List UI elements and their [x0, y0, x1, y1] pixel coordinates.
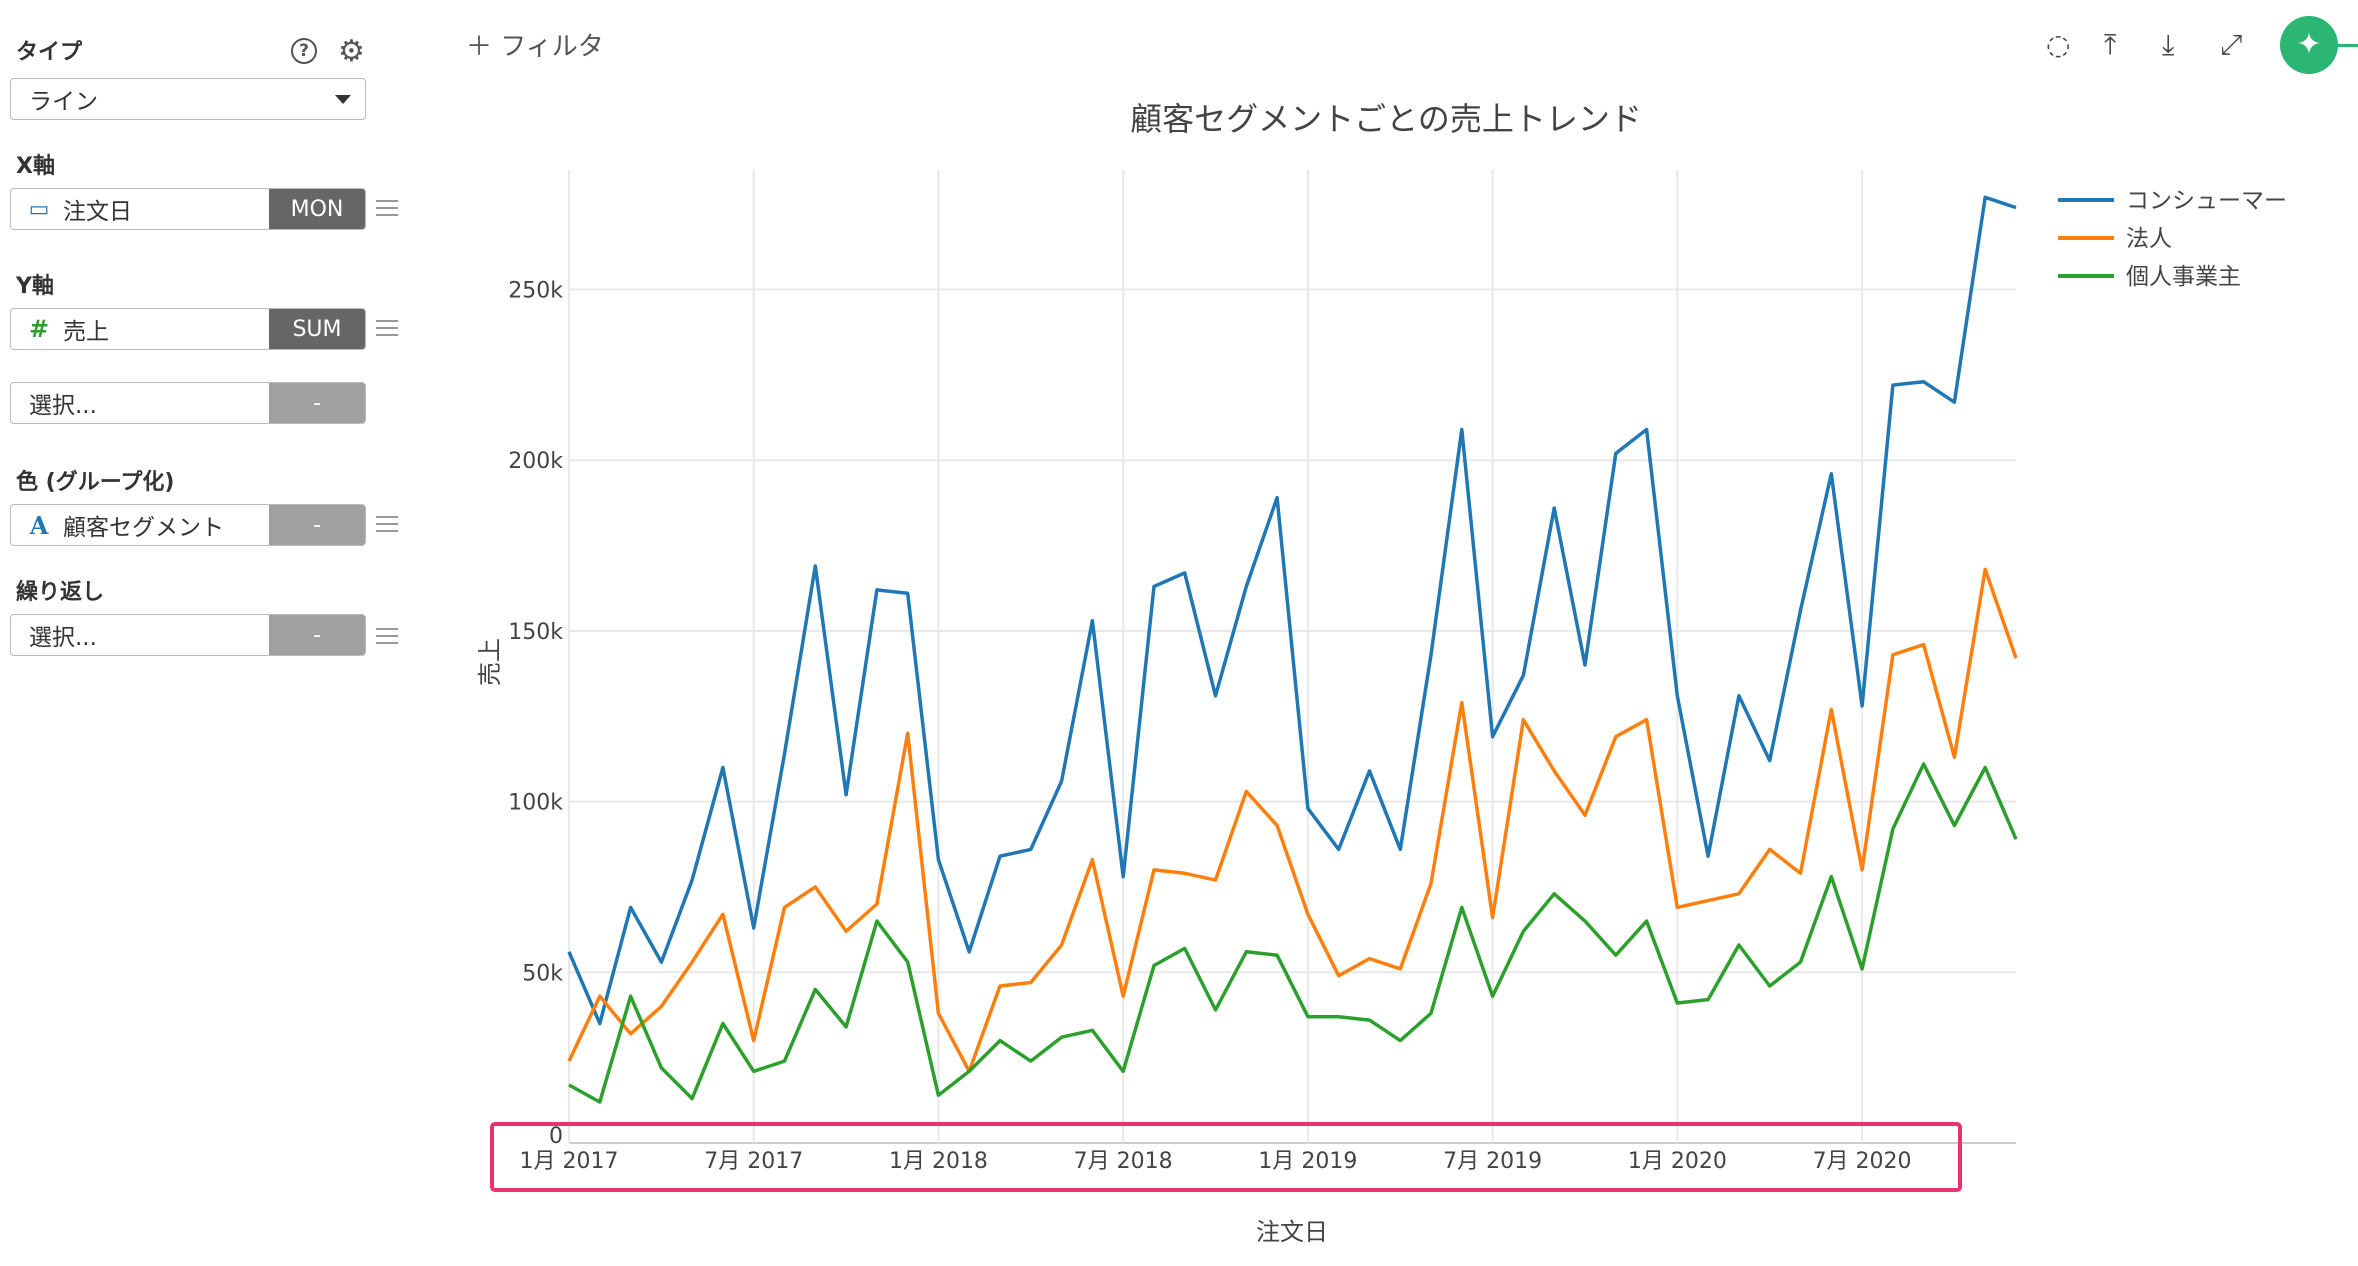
y-axis-field-name: 売上 — [63, 319, 109, 345]
x-axis-menu-icon[interactable] — [376, 200, 398, 221]
color-group-label: 色 (グループ化) — [16, 470, 175, 495]
series-line — [567, 567, 2018, 1074]
color-group-field-name: 顧客セグメント — [63, 515, 224, 541]
legend-item: 法人 — [2126, 226, 2172, 252]
y-tick-label: 0 — [549, 1124, 563, 1149]
series-line — [568, 762, 2018, 1104]
y-axis-aggregation-button[interactable]: SUM — [269, 309, 365, 349]
sidebar: タイプ ? ⚙ ライン X軸 ▭ 注文日 MON Y軸 # 売上 SUM 選択.… — [0, 0, 400, 1266]
y-axis-label: Y軸 — [16, 274, 54, 299]
x-axis-field-name: 注文日 — [63, 199, 132, 225]
add-filter-button[interactable]: ＋ フィルタ — [466, 26, 604, 63]
hash-icon: # — [28, 315, 50, 343]
repeat-menu-icon[interactable] — [376, 628, 398, 649]
y2-axis-field-name: 選択... — [29, 393, 97, 419]
x-axis-label: X軸 — [16, 154, 55, 179]
x-tick-label: 7月 2020 — [1813, 1149, 1912, 1174]
x-tick-label: 1月 2017 — [520, 1149, 619, 1174]
legend-item: 個人事業主 — [2126, 264, 2241, 290]
y2-axis-field[interactable]: 選択... - — [10, 382, 366, 424]
x-tick-label: 7月 2019 — [1443, 1149, 1542, 1174]
x-tick-label: 7月 2017 — [704, 1149, 803, 1174]
expand-icon[interactable]: ⤢ — [2220, 28, 2243, 61]
x-tick-label: 7月 2018 — [1074, 1149, 1173, 1174]
download-icon[interactable]: ⤓ — [2162, 28, 2175, 61]
plus-icon: ＋ — [466, 32, 493, 62]
x-axis-highlight-box — [490, 1122, 1962, 1192]
y2-axis-aggregation-button[interactable]: - — [269, 383, 365, 423]
y-tick-label: 150k — [508, 620, 563, 645]
color-group-menu-icon[interactable] — [376, 516, 398, 537]
calendar-icon: ▭ — [28, 196, 50, 222]
chart-title: 顧客セグメントごとの売上トレンド — [1130, 100, 1642, 138]
y-tick-label: 50k — [522, 961, 563, 986]
gear-icon[interactable]: ⚙ — [338, 34, 365, 69]
y-tick-label: 200k — [508, 449, 563, 474]
y-axis-field[interactable]: # 売上 SUM — [10, 308, 366, 350]
help-icon[interactable]: ? — [291, 38, 317, 64]
type-label: タイプ — [16, 40, 83, 65]
grid — [568, 170, 2016, 1144]
color-group-field[interactable]: A 顧客セグメント - — [10, 504, 366, 546]
x-axis-aggregation-button[interactable]: MON — [269, 189, 365, 229]
y-axis-menu-icon[interactable] — [376, 320, 398, 341]
series-line — [567, 195, 2017, 1026]
y-axis-ticks: 0 50k 100k 150k 200k 250k — [508, 278, 563, 1149]
x-axis-ticks: 1月 2017 7月 2017 1月 2018 7月 2018 1月 2019 7月 20… — [520, 1149, 1912, 1174]
y-axis-title: 売上 — [476, 638, 504, 686]
x-axis-title: 注文日 — [1256, 1218, 1328, 1246]
x-tick-label: 1月 2019 — [1258, 1149, 1357, 1174]
filter-label: フィルタ — [500, 32, 604, 62]
x-tick-label: 1月 2018 — [889, 1149, 988, 1174]
x-tick-label: 1月 2020 — [1628, 1149, 1727, 1174]
pin-icon[interactable]: ✦ — [2280, 16, 2338, 74]
y-tick-label: 250k — [508, 278, 563, 303]
chevron-down-icon — [335, 94, 351, 104]
color-group-aggregation-button[interactable]: - — [269, 505, 365, 545]
text-icon: A — [29, 510, 49, 540]
series-lines — [567, 195, 2018, 1104]
y-tick-label: 100k — [508, 791, 563, 816]
pin-connector — [2338, 44, 2358, 47]
repeat-field-name: 選択... — [29, 625, 97, 651]
upload-icon[interactable]: ⤒ — [2104, 28, 2117, 61]
repeat-label: 繰り返し — [16, 580, 105, 605]
repeat-field[interactable]: 選択... - — [10, 614, 366, 656]
comment-icon[interactable]: ◌ — [2046, 28, 2071, 61]
chart-type-value: ライン — [29, 89, 98, 115]
repeat-aggregation-button[interactable]: - — [269, 615, 365, 655]
x-axis-field[interactable]: ▭ 注文日 MON — [10, 188, 366, 230]
legend-item: コンシューマー — [2126, 188, 2287, 214]
chart-type-select[interactable]: ライン — [10, 78, 366, 120]
